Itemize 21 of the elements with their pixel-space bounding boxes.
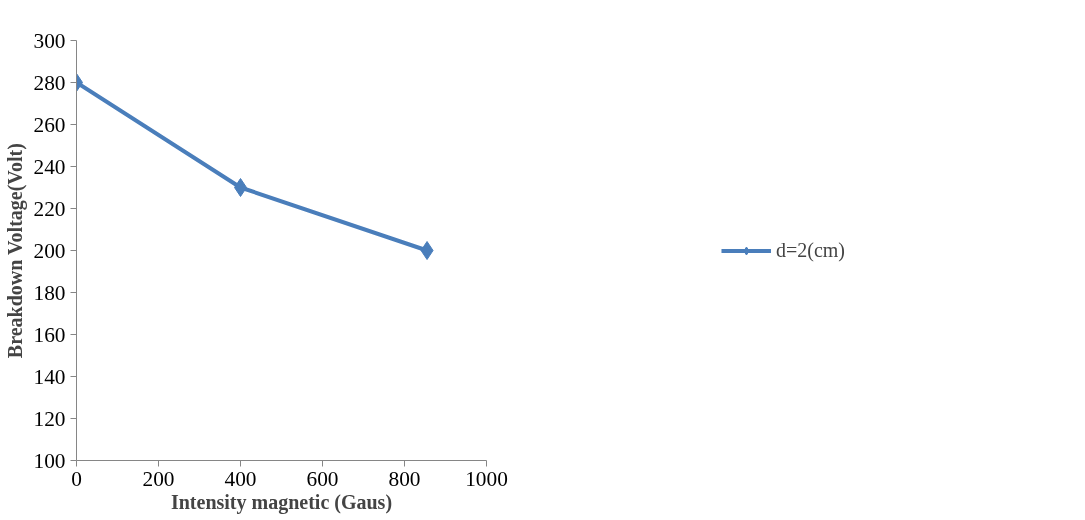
y-tick-label: 180 bbox=[33, 280, 66, 305]
y-tick-label: 220 bbox=[33, 196, 66, 221]
y-tick-label: 280 bbox=[33, 70, 66, 95]
x-tick-label: 600 bbox=[306, 466, 339, 491]
y-tick-label: 260 bbox=[33, 112, 66, 137]
legend-label: d=2(cm) bbox=[775, 238, 846, 262]
x-tick-label: 800 bbox=[388, 466, 421, 491]
y-tick-label: 300 bbox=[33, 28, 66, 53]
x-tick-label: 0 bbox=[71, 466, 82, 491]
y-tick-label: 200 bbox=[33, 238, 66, 263]
x-tick-label: 400 bbox=[224, 466, 257, 491]
y-tick-label: 120 bbox=[33, 406, 66, 431]
y-tick-label: 240 bbox=[33, 154, 66, 179]
y-axis-title: Breakdown Voltage(Volt) bbox=[3, 143, 27, 359]
x-tick-label: 1000 bbox=[465, 466, 508, 491]
y-tick-label: 140 bbox=[33, 364, 66, 389]
x-tick-label: 200 bbox=[142, 466, 175, 491]
y-tick-label: 160 bbox=[33, 322, 66, 347]
point bbox=[420, 241, 434, 260]
y-tick-label: 100 bbox=[33, 448, 66, 473]
x-axis-title: Intensity magnetic (Gaus) bbox=[170, 490, 393, 514]
